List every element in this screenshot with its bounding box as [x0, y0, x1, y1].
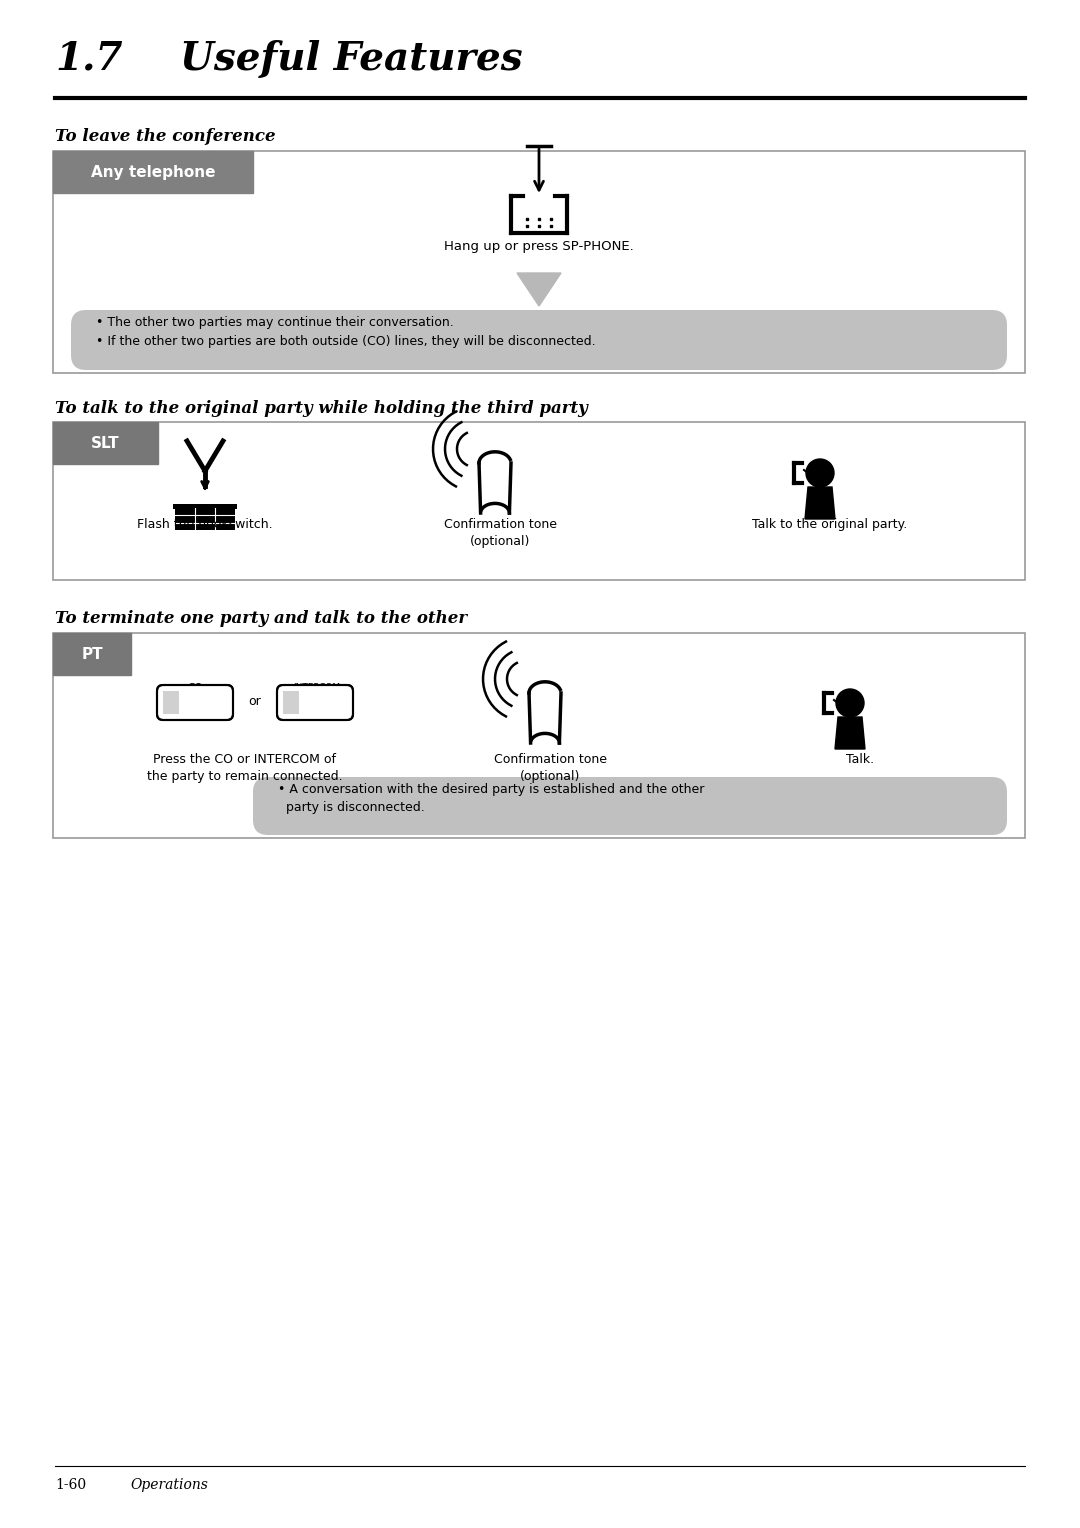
Bar: [53, 422, 1025, 581]
Text: Any telephone: Any telephone: [91, 165, 215, 179]
Text: SLT: SLT: [91, 435, 120, 451]
Bar: [53, 151, 1025, 373]
FancyBboxPatch shape: [157, 685, 233, 720]
FancyBboxPatch shape: [71, 310, 1007, 370]
Bar: [53, 422, 158, 465]
Text: Talk.: Talk.: [846, 753, 874, 766]
Text: • The other two parties may continue their conversation.
• If the other two part: • The other two parties may continue the…: [96, 316, 596, 347]
Text: To leave the conference: To leave the conference: [55, 128, 275, 145]
Bar: [175, 507, 235, 530]
Text: Operations: Operations: [130, 1478, 207, 1491]
Polygon shape: [835, 717, 865, 749]
Text: 1.7: 1.7: [55, 40, 122, 78]
Circle shape: [836, 689, 864, 717]
FancyBboxPatch shape: [276, 685, 353, 720]
Bar: [283, 691, 299, 714]
Circle shape: [806, 458, 834, 487]
Text: or: or: [248, 695, 261, 709]
Polygon shape: [528, 782, 572, 813]
Bar: [163, 691, 179, 714]
Text: • A conversation with the desired party is established and the other
  party is : • A conversation with the desired party …: [278, 782, 704, 814]
Text: PT: PT: [81, 646, 103, 662]
Text: INTERCOM: INTERCOM: [294, 683, 340, 692]
Text: Talk to the original party.: Talk to the original party.: [753, 518, 907, 532]
Bar: [173, 504, 237, 509]
Polygon shape: [517, 274, 561, 306]
Bar: [53, 151, 253, 193]
FancyBboxPatch shape: [253, 778, 1007, 834]
Text: To terminate one party and talk to the other: To terminate one party and talk to the o…: [55, 610, 468, 626]
Text: 1-60: 1-60: [55, 1478, 86, 1491]
Bar: [53, 633, 1025, 837]
Text: Flash the hookswitch.: Flash the hookswitch.: [137, 518, 273, 532]
Polygon shape: [805, 487, 835, 520]
Bar: [53, 633, 131, 675]
Text: CO: CO: [187, 683, 203, 694]
Text: Useful Features: Useful Features: [180, 40, 523, 78]
Text: Press the CO or INTERCOM of
the party to remain connected.: Press the CO or INTERCOM of the party to…: [147, 753, 342, 782]
Text: Hang up or press SP-PHONE.: Hang up or press SP-PHONE.: [444, 240, 634, 254]
Text: To talk to the original party while holding the third party: To talk to the original party while hold…: [55, 400, 588, 417]
Text: Confirmation tone
(optional): Confirmation tone (optional): [444, 518, 556, 549]
Text: Confirmation tone
(optional): Confirmation tone (optional): [494, 753, 607, 782]
